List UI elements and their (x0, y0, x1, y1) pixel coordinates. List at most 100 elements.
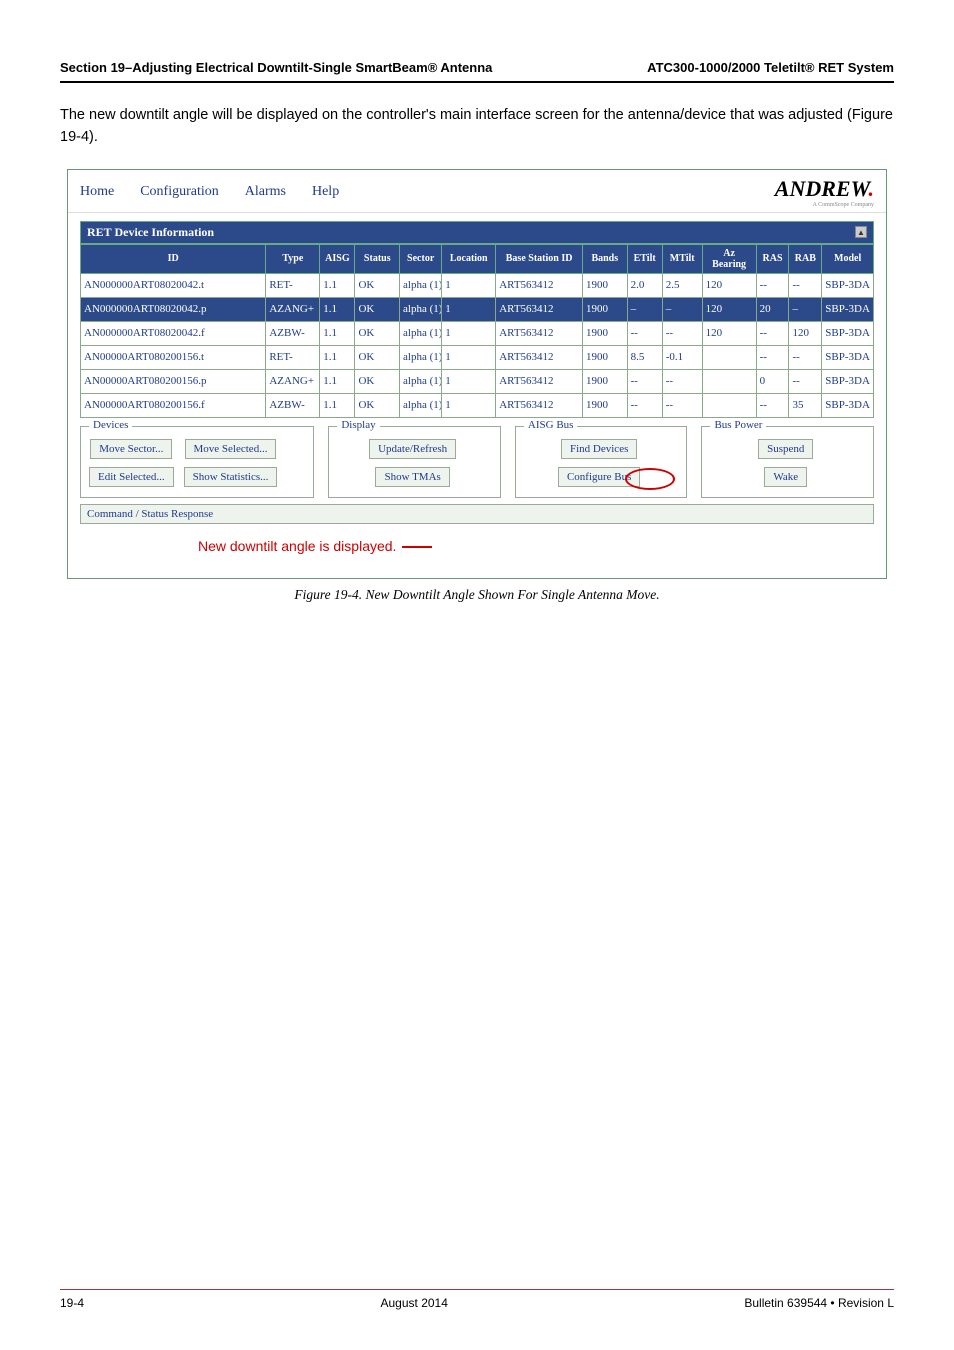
table-cell: OK (355, 393, 400, 417)
move-selected-button[interactable]: Move Selected... (185, 439, 277, 459)
table-cell: 1 (442, 393, 496, 417)
table-cell: -- (662, 321, 702, 345)
table-cell: 1.1 (320, 369, 355, 393)
table-cell: 1900 (583, 297, 628, 321)
table-cell: SBP-3DA (822, 321, 874, 345)
header-left: Section 19–Adjusting Electrical Downtilt… (60, 60, 492, 75)
table-cell: AN000000ART08020042.f (81, 321, 266, 345)
brand-text: ANDREW (775, 176, 869, 201)
table-cell: – (627, 297, 662, 321)
status-bar: Command / Status Response (80, 504, 874, 524)
table-col-header: Sector (400, 244, 442, 273)
update-refresh-button[interactable]: Update/Refresh (369, 439, 456, 459)
wake-button[interactable]: Wake (764, 467, 807, 487)
edit-selected-button[interactable]: Edit Selected... (89, 467, 174, 487)
table-cell: alpha (1) (400, 345, 442, 369)
table-cell: ART563412 (496, 345, 583, 369)
ret-device-table: IDTypeAISGStatusSectorLocationBase Stati… (80, 244, 874, 418)
table-col-header: Az Bearing (702, 244, 756, 273)
table-row[interactable]: AN000000ART08020042.tRET-1.1OKalpha (1)1… (81, 273, 874, 297)
find-devices-button[interactable]: Find Devices (561, 439, 637, 459)
table-cell: ART563412 (496, 297, 583, 321)
menu-alarms[interactable]: Alarms (245, 184, 286, 200)
table-col-header: RAS (756, 244, 789, 273)
table-cell: 1.1 (320, 345, 355, 369)
table-cell: AZBW- (266, 393, 320, 417)
table-row[interactable]: AN000000ART08020042.fAZBW-1.1OKalpha (1)… (81, 321, 874, 345)
highlight-circle (625, 468, 675, 490)
table-cell: -- (789, 345, 822, 369)
table-cell: -0.1 (662, 345, 702, 369)
table-cell: AN000000ART08020042.t (81, 273, 266, 297)
table-col-header: Location (442, 244, 496, 273)
table-cell: – (789, 297, 822, 321)
menu-help[interactable]: Help (312, 184, 339, 200)
table-cell: 1.1 (320, 321, 355, 345)
table-cell: OK (355, 273, 400, 297)
table-cell: ART563412 (496, 273, 583, 297)
table-cell (702, 369, 756, 393)
table-cell: ART563412 (496, 393, 583, 417)
footer-center: August 2014 (381, 1296, 448, 1310)
aisg-legend: AISG Bus (524, 419, 578, 431)
table-cell: 120 (789, 321, 822, 345)
buspower-legend: Bus Power (710, 419, 766, 431)
table-cell: 120 (702, 297, 756, 321)
table-col-header: Base Station ID (496, 244, 583, 273)
table-cell: 1 (442, 369, 496, 393)
table-cell: AZBW- (266, 321, 320, 345)
table-cell: SBP-3DA (822, 369, 874, 393)
table-col-header: Bands (583, 244, 628, 273)
bus-power-panel: Bus Power Suspend Wake (701, 426, 874, 498)
table-cell: SBP-3DA (822, 393, 874, 417)
table-cell: 1.1 (320, 273, 355, 297)
table-cell: -- (789, 273, 822, 297)
table-cell: OK (355, 369, 400, 393)
table-col-header: ETilt (627, 244, 662, 273)
table-cell: 120 (702, 273, 756, 297)
table-row[interactable]: AN00000ART080200156.tRET-1.1OKalpha (1)1… (81, 345, 874, 369)
table-cell: -- (627, 321, 662, 345)
table-cell: 2.5 (662, 273, 702, 297)
annotation-line (402, 546, 432, 548)
suspend-button[interactable]: Suspend (758, 439, 813, 459)
scroll-up-icon[interactable]: ▲ (855, 226, 867, 238)
table-cell: 1900 (583, 393, 628, 417)
table-col-header: Status (355, 244, 400, 273)
table-cell: AZANG+ (266, 297, 320, 321)
table-cell: AZANG+ (266, 369, 320, 393)
menu-home[interactable]: Home (80, 184, 114, 200)
table-col-header: AISG (320, 244, 355, 273)
table-cell: -- (756, 321, 789, 345)
table-cell (702, 345, 756, 369)
table-cell: alpha (1) (400, 393, 442, 417)
menu-configuration[interactable]: Configuration (140, 184, 219, 200)
table-cell: -- (756, 393, 789, 417)
table-cell: -- (627, 369, 662, 393)
table-cell: ART563412 (496, 321, 583, 345)
table-row[interactable]: AN000000ART08020042.pAZANG+1.1OKalpha (1… (81, 297, 874, 321)
header-right: ATC300-1000/2000 Teletilt® RET System (647, 60, 894, 75)
table-cell: alpha (1) (400, 369, 442, 393)
table-cell: ART563412 (496, 369, 583, 393)
show-statistics-button[interactable]: Show Statistics... (184, 467, 278, 487)
table-cell: 1900 (583, 369, 628, 393)
table-cell: RET- (266, 345, 320, 369)
table-cell: alpha (1) (400, 321, 442, 345)
table-cell: 2.0 (627, 273, 662, 297)
table-row[interactable]: AN00000ART080200156.fAZBW-1.1OKalpha (1)… (81, 393, 874, 417)
table-col-header: Model (822, 244, 874, 273)
table-cell (702, 393, 756, 417)
move-sector-button[interactable]: Move Sector... (90, 439, 172, 459)
table-cell: alpha (1) (400, 273, 442, 297)
table-row[interactable]: AN00000ART080200156.pAZANG+1.1OKalpha (1… (81, 369, 874, 393)
table-cell: 120 (702, 321, 756, 345)
table-cell: 1 (442, 297, 496, 321)
table-cell: 1900 (583, 321, 628, 345)
show-tmas-button[interactable]: Show TMAs (375, 467, 449, 487)
brand-logo: ANDREW. (775, 176, 874, 208)
table-cell: 1900 (583, 273, 628, 297)
table-cell: 8.5 (627, 345, 662, 369)
table-cell: AN00000ART080200156.p (81, 369, 266, 393)
devices-panel: Devices Move Sector... Edit Selected... … (80, 426, 314, 498)
